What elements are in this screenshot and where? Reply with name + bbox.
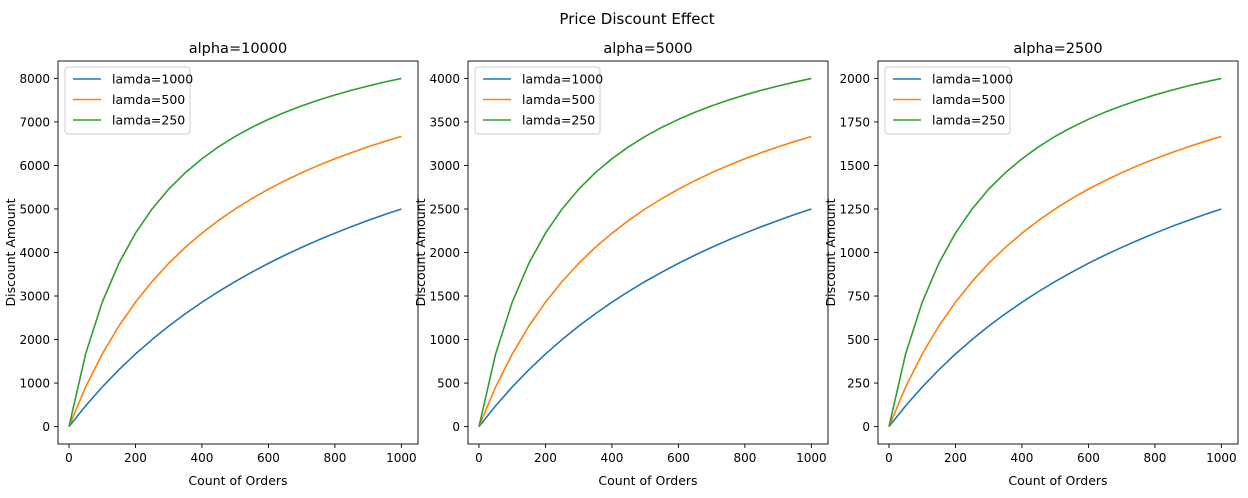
y-tick-label: 0 [42,420,50,434]
y-tick-label: 5000 [19,202,50,216]
legend-frame [474,66,601,135]
series-line-lamda-250 [478,77,812,427]
legend-label: lamda=250 [932,113,1005,128]
legend-label: lamda=500 [932,92,1005,107]
series-line-lamda-500 [68,135,402,427]
y-tick-label: 1750 [839,115,870,129]
series-line-lamda-250 [68,77,402,427]
figure-suptitle: Price Discount Effect [559,10,714,28]
legend: lamda=1000 lamda=500 lamda=250 [884,66,1013,135]
y-tick-label: 1500 [429,290,460,304]
x-tick-label: 200 [534,451,557,465]
x-tick-label: 400 [190,451,213,465]
x-tick-label: 600 [257,451,280,465]
y-tick-label: 3000 [429,159,460,173]
y-tick-label: 250 [847,377,870,391]
x-axis-label: Count of Orders [598,473,697,488]
y-tick-label: 2000 [19,333,50,347]
y-axis-label: Discount Amount [3,198,18,306]
y-tick-label: 0 [862,420,870,434]
x-tick-label: 0 [885,451,893,465]
legend-label: lamda=250 [112,113,185,128]
legend-label: lamda=500 [522,92,595,107]
subplot-title: alpha=2500 [1013,41,1102,57]
legend-label: lamda=1000 [522,72,603,87]
x-tick-label: 600 [1077,451,1100,465]
legend-label: lamda=500 [112,92,185,107]
x-tick-label: 400 [600,451,623,465]
y-tick-label: 1250 [839,202,870,216]
y-tick-label: 8000 [19,72,50,86]
x-tick-label: 1000 [1206,451,1237,465]
y-tick-label: 4000 [429,72,460,86]
y-tick-label: 2000 [429,246,460,260]
y-tick-label: 0 [452,420,460,434]
y-tick-label: 4000 [19,246,50,260]
x-tick-label: 800 [733,451,756,465]
y-tick-label: 1500 [839,159,870,173]
series-line-lamda-1000 [888,208,1222,428]
x-tick-label: 800 [323,451,346,465]
subplot-3: alpha=2500 0 200 400 600 800 1000 0 250 500 750 100… [823,41,1239,488]
series-line-lamda-1000 [478,208,812,428]
series-line-lamda-500 [888,135,1222,427]
y-tick-label: 1000 [429,333,460,347]
x-tick-label: 0 [65,451,73,465]
legend-label: lamda=1000 [112,72,193,87]
y-tick-label: 750 [847,290,870,304]
y-tick-label: 500 [847,333,870,347]
y-tick-label: 7000 [19,115,50,129]
y-axis-label: Discount Amount [823,198,838,306]
subplot-1: alpha=10000 0 200 400 600 800 1000 0 1000 2000 300… [3,41,419,488]
y-tick-label: 1000 [19,377,50,391]
x-tick-label: 200 [124,451,147,465]
y-tick-label: 500 [437,377,460,391]
series-line-lamda-500 [478,135,812,427]
series-line-lamda-250 [888,77,1222,427]
y-tick-label: 6000 [19,159,50,173]
subplot-2: alpha=5000 0 200 400 600 800 1000 0 500 1000 1500 2… [413,41,829,488]
legend: lamda=1000 lamda=500 lamda=250 [474,66,603,135]
subplot-title: alpha=5000 [603,41,692,57]
x-tick-label: 1000 [796,451,827,465]
x-tick-label: 600 [667,451,690,465]
subplot-title: alpha=10000 [189,41,287,57]
x-tick-label: 200 [944,451,967,465]
x-tick-label: 400 [1010,451,1033,465]
y-tick-label: 2500 [429,202,460,216]
y-tick-label: 3500 [429,115,460,129]
legend-frame [64,66,191,135]
x-tick-label: 1000 [386,451,417,465]
x-axis-label: Count of Orders [1008,473,1107,488]
y-tick-label: 2000 [839,72,870,86]
y-tick-label: 3000 [19,290,50,304]
legend: lamda=1000 lamda=500 lamda=250 [64,66,193,135]
legend-label: lamda=1000 [932,72,1013,87]
y-axis-label: Discount Amount [413,198,428,306]
legend-frame [884,66,1011,135]
x-tick-label: 0 [475,451,483,465]
series-line-lamda-1000 [68,208,402,428]
y-tick-label: 1000 [839,246,870,260]
legend-label: lamda=250 [522,113,595,128]
x-axis-label: Count of Orders [188,473,287,488]
x-tick-label: 800 [1143,451,1166,465]
